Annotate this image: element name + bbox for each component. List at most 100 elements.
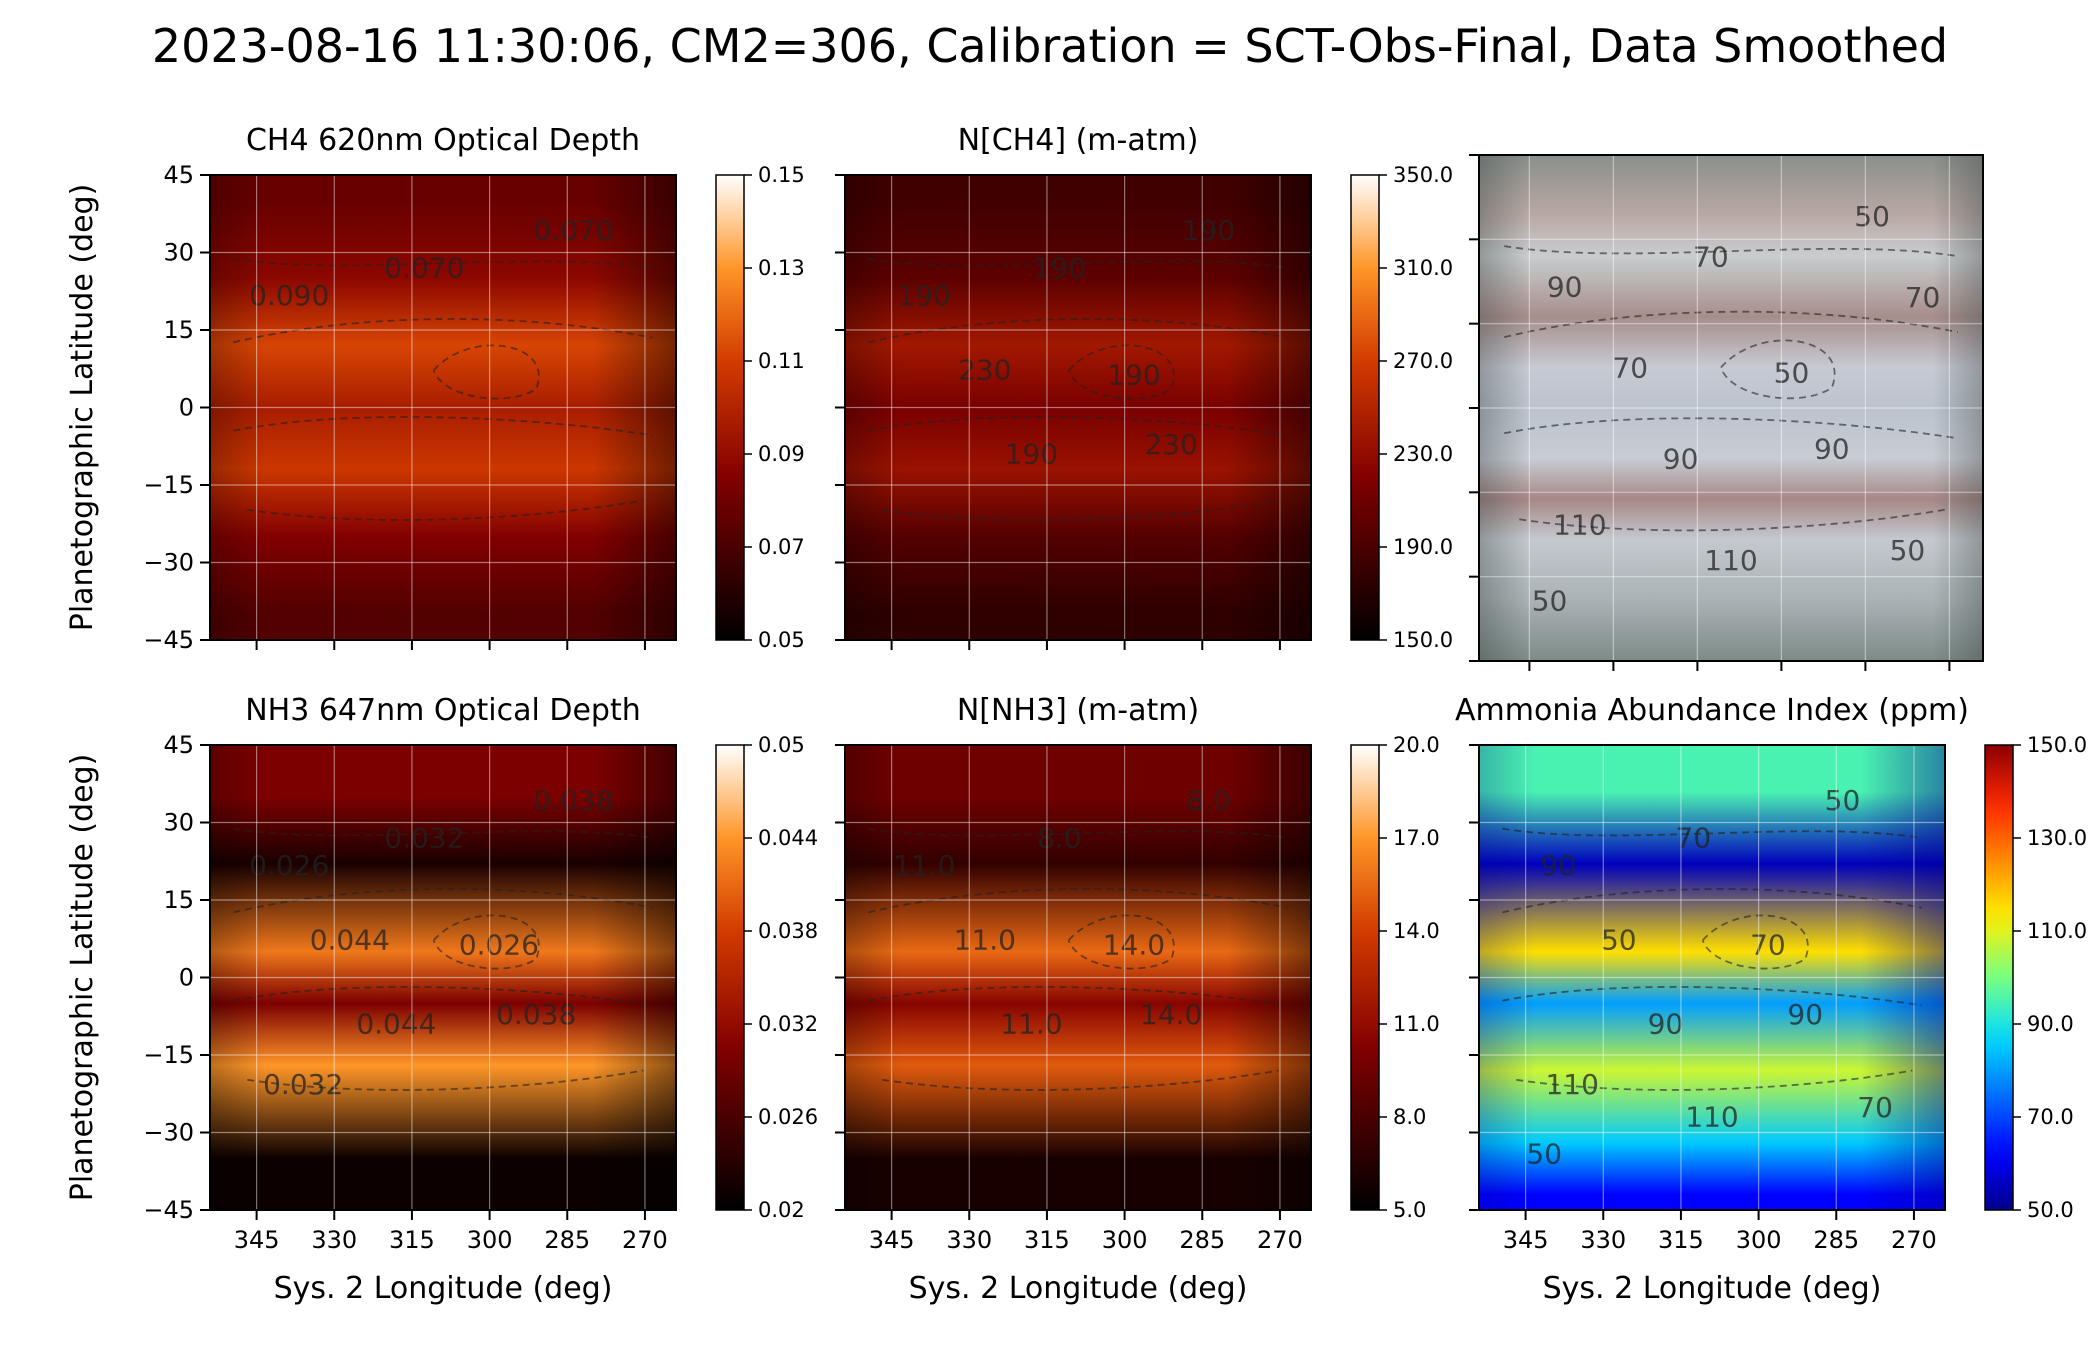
contour-line <box>233 827 653 839</box>
contour-line <box>868 257 1288 269</box>
contour-label: 110 <box>1685 1100 1738 1133</box>
contour-label: 50 <box>1601 924 1637 957</box>
limb-darkening <box>845 175 1311 640</box>
colorbar-tick-label: 70.0 <box>2027 1105 2074 1129</box>
contour-line <box>233 257 653 269</box>
contour-label: 11.0 <box>893 849 955 882</box>
contour-label: 0.038 <box>496 998 576 1031</box>
contour-label: 8.0 <box>1186 784 1231 817</box>
contour-line <box>868 416 1288 437</box>
y-axis-label: Planetographic Latitude (deg) <box>65 754 100 1202</box>
panel-title: CH4 620nm Optical Depth <box>246 123 640 158</box>
x-axis-label: Sys. 2 Longitude (deg) <box>1543 1271 1882 1306</box>
colorbar-tick-label: 20.0 <box>1393 733 1440 757</box>
image-limb-darkening <box>1479 155 1983 661</box>
contour-label: 0.032 <box>263 1068 343 1101</box>
contour-label: 50 <box>1774 357 1810 390</box>
limb-darkening <box>210 175 676 640</box>
x-tick-label: 285 <box>1813 1226 1859 1254</box>
contour-label: 0.070 <box>533 214 613 247</box>
colorbar-tick-label: 8.0 <box>1393 1105 1426 1129</box>
colorbar-tick-label: 270.0 <box>1393 349 1453 373</box>
contour-label: 0.090 <box>249 279 329 312</box>
x-tick-label: 315 <box>389 1226 435 1254</box>
contour-label: 190 <box>1107 358 1160 391</box>
contour-label: 190 <box>897 279 950 312</box>
panel-3: 90 70 50 70 50 90 90 110 110 50 50 70 <box>1469 154 1984 671</box>
contour-label: 110 <box>1553 509 1606 542</box>
contour-line <box>1519 508 1948 532</box>
y-tick-label: −15 <box>143 471 194 499</box>
contour-line <box>1067 914 1175 970</box>
x-tick-label: 270 <box>1891 1226 1937 1254</box>
panel-title: NH3 647nm Optical Depth <box>245 693 641 728</box>
y-tick-label: 0 <box>179 964 194 992</box>
contour-line <box>233 986 653 1007</box>
colorbar-tick-label: 5.0 <box>1393 1198 1426 1222</box>
contour-label: 90 <box>1648 1007 1684 1040</box>
contour-label: 70 <box>1612 352 1648 385</box>
contour-line <box>233 416 653 437</box>
contour-line <box>868 986 1288 1007</box>
panel-5: 11.0 8.0 8.0 11.0 14.0 11.0 14.0 N[NH3] (m-atm)… <box>835 693 1440 1306</box>
colorbar-tick-label: 0.11 <box>758 349 805 373</box>
contour-line <box>882 499 1279 521</box>
x-tick-label: 330 <box>311 1226 357 1254</box>
contour-label: 14.0 <box>1103 928 1165 961</box>
x-tick-label: 330 <box>1580 1226 1626 1254</box>
y-axis-label: Planetographic Latitude (deg) <box>65 184 100 632</box>
colorbar-tick-label: 14.0 <box>1393 919 1440 943</box>
contour-line <box>1067 344 1175 400</box>
colorbar-tick-label: 0.07 <box>758 535 805 559</box>
x-tick-label: 285 <box>544 1226 590 1254</box>
contour-line <box>1720 339 1836 400</box>
contour-label: 110 <box>1704 544 1757 577</box>
limb-darkening <box>1479 745 1945 1210</box>
contour-label: 70 <box>1676 821 1712 854</box>
y-tick-label: 45 <box>163 731 194 759</box>
contour-label: 70 <box>1857 1091 1893 1124</box>
colorbar-tick-label: 50.0 <box>2027 1198 2074 1222</box>
colorbar <box>1350 744 1380 1211</box>
x-axis-label: Sys. 2 Longitude (deg) <box>274 1271 613 1306</box>
x-tick-label: 300 <box>1736 1226 1782 1254</box>
y-tick-label: 15 <box>163 886 194 914</box>
contour-line <box>233 888 653 914</box>
panel-title: N[CH4] (m-atm) <box>958 123 1199 158</box>
y-tick-label: −30 <box>143 1119 194 1147</box>
contour-label: 0.044 <box>356 1007 436 1040</box>
contour-label: 70 <box>1905 281 1941 314</box>
colorbar-tick-label: 0.032 <box>758 1012 818 1036</box>
contour-line <box>432 344 540 400</box>
colorbar-tick-label: 110.0 <box>2027 919 2087 943</box>
panel-2: 190 190 190 230 190 190 230 N[CH4] (m-atm) 350.0… <box>835 123 1453 652</box>
contour-line <box>868 827 1288 839</box>
colorbar-tick-label: 130.0 <box>2027 826 2087 850</box>
contour-line <box>1503 310 1958 339</box>
colorbar <box>715 174 745 641</box>
contour-label: 0.070 <box>384 251 464 284</box>
x-tick-label: 270 <box>622 1226 668 1254</box>
panel-4: 0.026 0.032 0.038 0.044 0.026 0.044 0.038 0.032… <box>65 693 818 1306</box>
colorbar-tick-label: 0.026 <box>758 1105 818 1129</box>
y-tick-label: −45 <box>143 626 194 654</box>
colorbar-tick-label: 11.0 <box>1393 1012 1440 1036</box>
contour-label: 190 <box>1033 251 1086 284</box>
contour-label: 110 <box>1545 1068 1598 1101</box>
contour-label: 11.0 <box>954 924 1016 957</box>
x-tick-label: 345 <box>869 1226 915 1254</box>
contour-label: 90 <box>1540 849 1576 882</box>
panel-6: 90 70 50 50 70 90 90 110 110 70 50 Ammonia Abundanc… <box>1455 693 2087 1306</box>
x-tick-label: 345 <box>234 1226 280 1254</box>
contour-label: 50 <box>1526 1138 1562 1171</box>
contour-label: 190 <box>1182 214 1235 247</box>
colorbar-tick-label: 0.15 <box>758 163 805 187</box>
colorbar-tick-label: 150.0 <box>2027 733 2087 757</box>
contour-label: 50 <box>1890 534 1926 567</box>
y-tick-label: −15 <box>143 1041 194 1069</box>
contour-label: 230 <box>958 354 1011 387</box>
colorbar-tick-label: 150.0 <box>1393 628 1453 652</box>
panel-title: Ammonia Abundance Index (ppm) <box>1455 693 1969 728</box>
colorbar-tick-label: 190.0 <box>1393 535 1453 559</box>
